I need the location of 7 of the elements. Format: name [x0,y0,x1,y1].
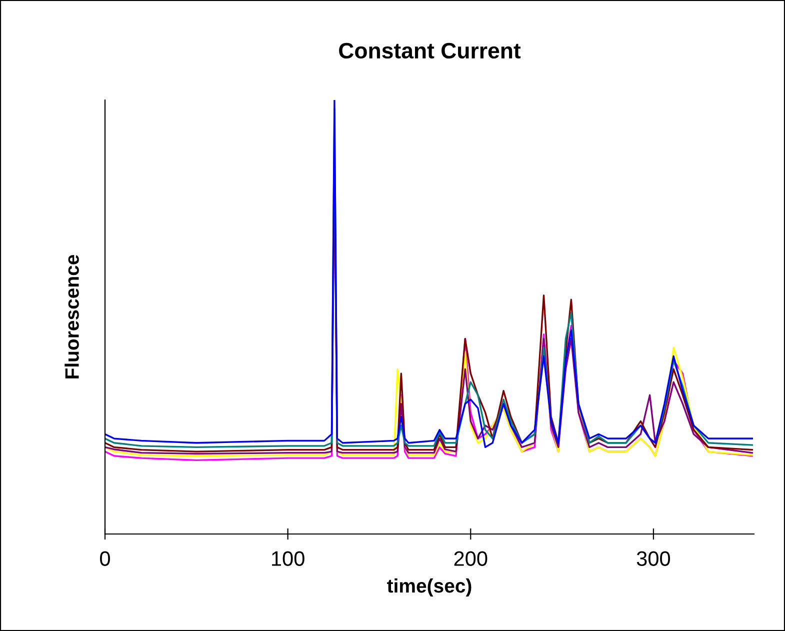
x-tick-label: 300 [636,551,670,566]
x-tick-label: 100 [272,551,304,566]
chart-title: Constant Current [339,42,521,59]
x-tick-label: 0 [100,551,110,566]
y-axis-title: Fluorescence [64,254,79,378]
x-tick-label: 200 [454,551,488,566]
x-axis-title: time(sec) [387,578,472,597]
